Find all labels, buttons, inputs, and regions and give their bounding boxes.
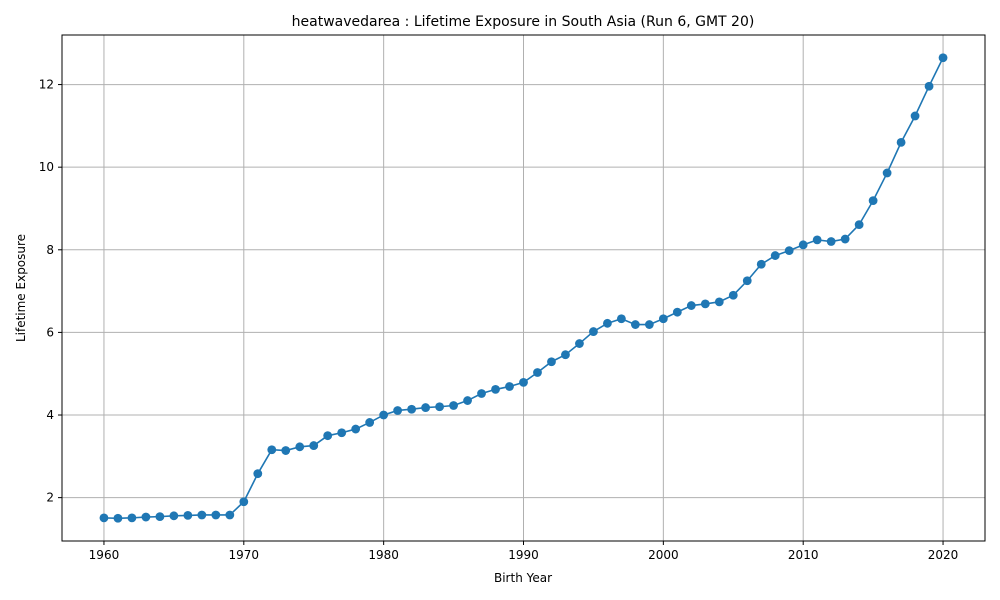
data-point — [281, 446, 291, 455]
data-point — [351, 424, 361, 434]
data-point — [547, 357, 556, 367]
data-point — [658, 314, 668, 324]
data-point — [589, 327, 598, 336]
data-point — [183, 510, 193, 520]
data-point — [211, 510, 221, 520]
data-point — [449, 401, 458, 410]
data-point — [742, 276, 752, 286]
data-point — [239, 497, 249, 507]
data-point — [309, 441, 319, 450]
data-point — [253, 469, 263, 479]
data-point — [337, 428, 347, 438]
x-axis-ticks: 1960 1970 1980 1990 2000 2010 2020 — [89, 541, 959, 562]
data-point — [519, 377, 528, 387]
data-point — [127, 513, 137, 523]
data-point — [393, 406, 403, 415]
y-tick-label: 8 — [46, 243, 54, 257]
x-tick-label: 1960 — [89, 548, 120, 562]
x-tick-label: 1990 — [508, 548, 539, 562]
data-point — [421, 403, 431, 412]
y-tick-label: 10 — [39, 160, 54, 174]
data-point — [714, 297, 724, 307]
data-point — [840, 234, 850, 244]
data-point — [896, 137, 906, 147]
data-point — [728, 290, 738, 300]
data-point — [798, 240, 808, 250]
data-point — [365, 418, 375, 427]
data-point — [113, 513, 123, 523]
data-point — [155, 512, 165, 522]
data-point — [505, 382, 514, 391]
data-point — [477, 389, 486, 398]
data-point — [225, 510, 235, 520]
data-point — [267, 445, 277, 455]
data-point — [756, 259, 766, 269]
data-point — [561, 350, 570, 360]
data-point — [379, 410, 389, 420]
data-point — [491, 385, 500, 394]
data-point — [463, 396, 472, 405]
data-point — [770, 251, 780, 260]
data-point — [826, 237, 836, 246]
data-point — [644, 320, 654, 329]
data-point — [141, 512, 151, 522]
data-point — [672, 307, 682, 317]
x-tick-label: 2010 — [788, 548, 819, 562]
x-tick-label: 2000 — [648, 548, 679, 562]
data-point — [700, 299, 710, 309]
data-point — [784, 246, 794, 256]
y-tick-label: 4 — [46, 408, 54, 422]
data-point — [938, 53, 948, 63]
x-tick-label: 1980 — [368, 548, 399, 562]
data-point — [197, 510, 207, 520]
data-point — [99, 513, 109, 523]
data-point — [812, 235, 822, 245]
chart-title: heatwavedarea : Lifetime Exposure in Sou… — [292, 14, 755, 30]
data-point — [169, 511, 179, 521]
data-point — [603, 318, 612, 328]
x-tick-label: 1970 — [229, 548, 260, 562]
y-tick-label: 6 — [46, 325, 54, 339]
data-point — [295, 442, 305, 452]
data-point — [323, 431, 333, 441]
data-point — [868, 196, 878, 206]
data-point — [533, 368, 542, 377]
data-point — [882, 168, 892, 178]
data-point — [686, 301, 696, 310]
y-tick-label: 2 — [46, 491, 54, 505]
data-point — [616, 314, 626, 324]
data-point — [407, 404, 417, 414]
data-series — [99, 53, 948, 523]
y-tick-label: 12 — [39, 78, 54, 92]
y-axis-ticks: 2 4 6 8 10 12 — [39, 78, 62, 505]
x-axis-label: Birth Year — [494, 571, 552, 585]
data-point — [924, 81, 934, 91]
y-axis-label: Lifetime Exposure — [14, 234, 28, 342]
x-tick-label: 2020 — [928, 548, 959, 562]
data-point — [575, 339, 584, 348]
grid-lines — [62, 35, 985, 541]
data-point — [854, 220, 864, 229]
data-point — [435, 402, 444, 412]
data-point — [910, 111, 920, 121]
data-point — [630, 320, 640, 329]
